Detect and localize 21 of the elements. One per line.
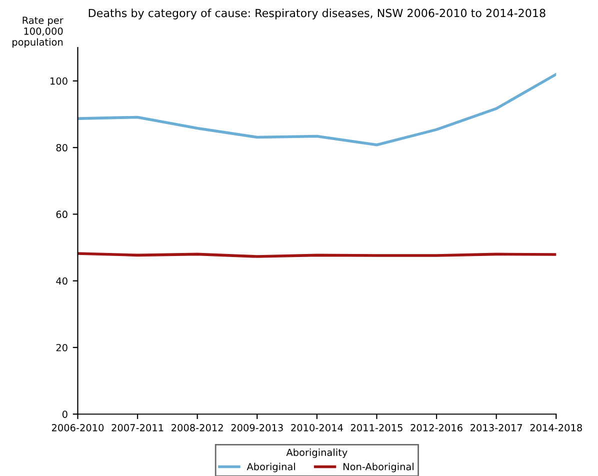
- y-tick-label: 40: [56, 277, 68, 285]
- line-series: [78, 72, 556, 146]
- legend-label: Non-Aboriginal: [344, 462, 414, 472]
- x-tick-label: 2010-2014: [291, 424, 343, 432]
- legend-title: Aboriginality: [286, 448, 348, 458]
- y-axis-title: Rate per 100,000 population: [12, 16, 64, 48]
- x-tick-label: 2014-2018: [530, 424, 582, 432]
- x-tick-label: 2013-2017: [470, 424, 522, 432]
- x-tick-label: 2011-2015: [350, 424, 402, 432]
- y-tick-label: 60: [56, 210, 68, 218]
- x-tick-label: 2012-2016: [410, 424, 462, 432]
- legend-label: Aboriginal: [246, 462, 295, 472]
- x-tick-label: 2006-2010: [52, 424, 104, 432]
- chart-title: Deaths by category of cause: Respiratory diseases, NSW 2006-2010 to 2014-2018: [88, 8, 546, 20]
- x-tick-label: 2007-2011: [112, 424, 164, 432]
- y-tick-label: 100: [50, 77, 68, 85]
- y-tick-label: 20: [56, 344, 68, 352]
- x-tick-label: 2008-2012: [172, 424, 223, 432]
- x-tick-label: 2009-2013: [231, 424, 283, 432]
- y-tick-label: 0: [62, 410, 68, 418]
- y-tick-label: 80: [56, 144, 68, 152]
